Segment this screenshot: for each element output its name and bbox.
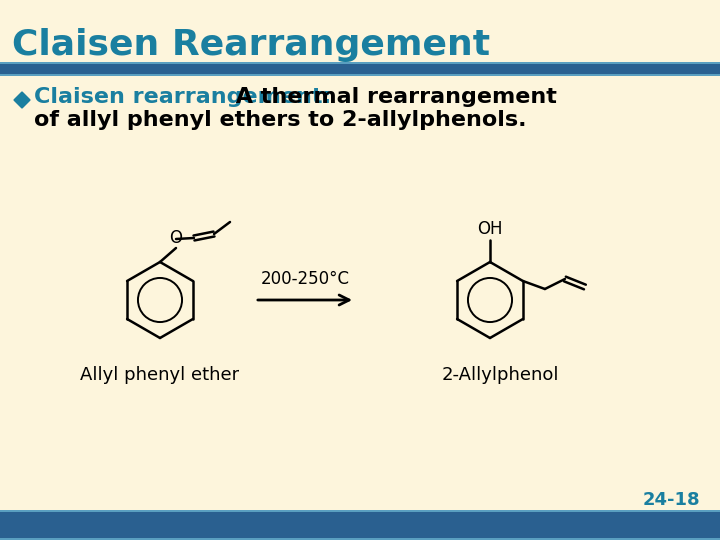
Text: Claisen Rearrangement: Claisen Rearrangement: [12, 28, 490, 62]
Text: of allyl phenyl ethers to 2-allylphenols.: of allyl phenyl ethers to 2-allylphenols…: [34, 110, 526, 130]
Bar: [0, 512, 720, 538]
Text: 200-250°C: 200-250°C: [261, 270, 349, 288]
Text: Allyl phenyl ether: Allyl phenyl ether: [81, 366, 240, 384]
Polygon shape: [14, 92, 30, 108]
Bar: [0, 510, 720, 540]
Text: O: O: [169, 229, 182, 247]
Text: 2-Allylphenol: 2-Allylphenol: [441, 366, 559, 384]
Text: Claisen rearrangement:: Claisen rearrangement:: [34, 87, 331, 107]
Text: OH: OH: [477, 220, 503, 238]
Text: 24-18: 24-18: [642, 491, 700, 509]
Bar: [0, 62, 720, 76]
Text: A thermal rearrangement: A thermal rearrangement: [228, 87, 557, 107]
Bar: [0, 64, 720, 74]
